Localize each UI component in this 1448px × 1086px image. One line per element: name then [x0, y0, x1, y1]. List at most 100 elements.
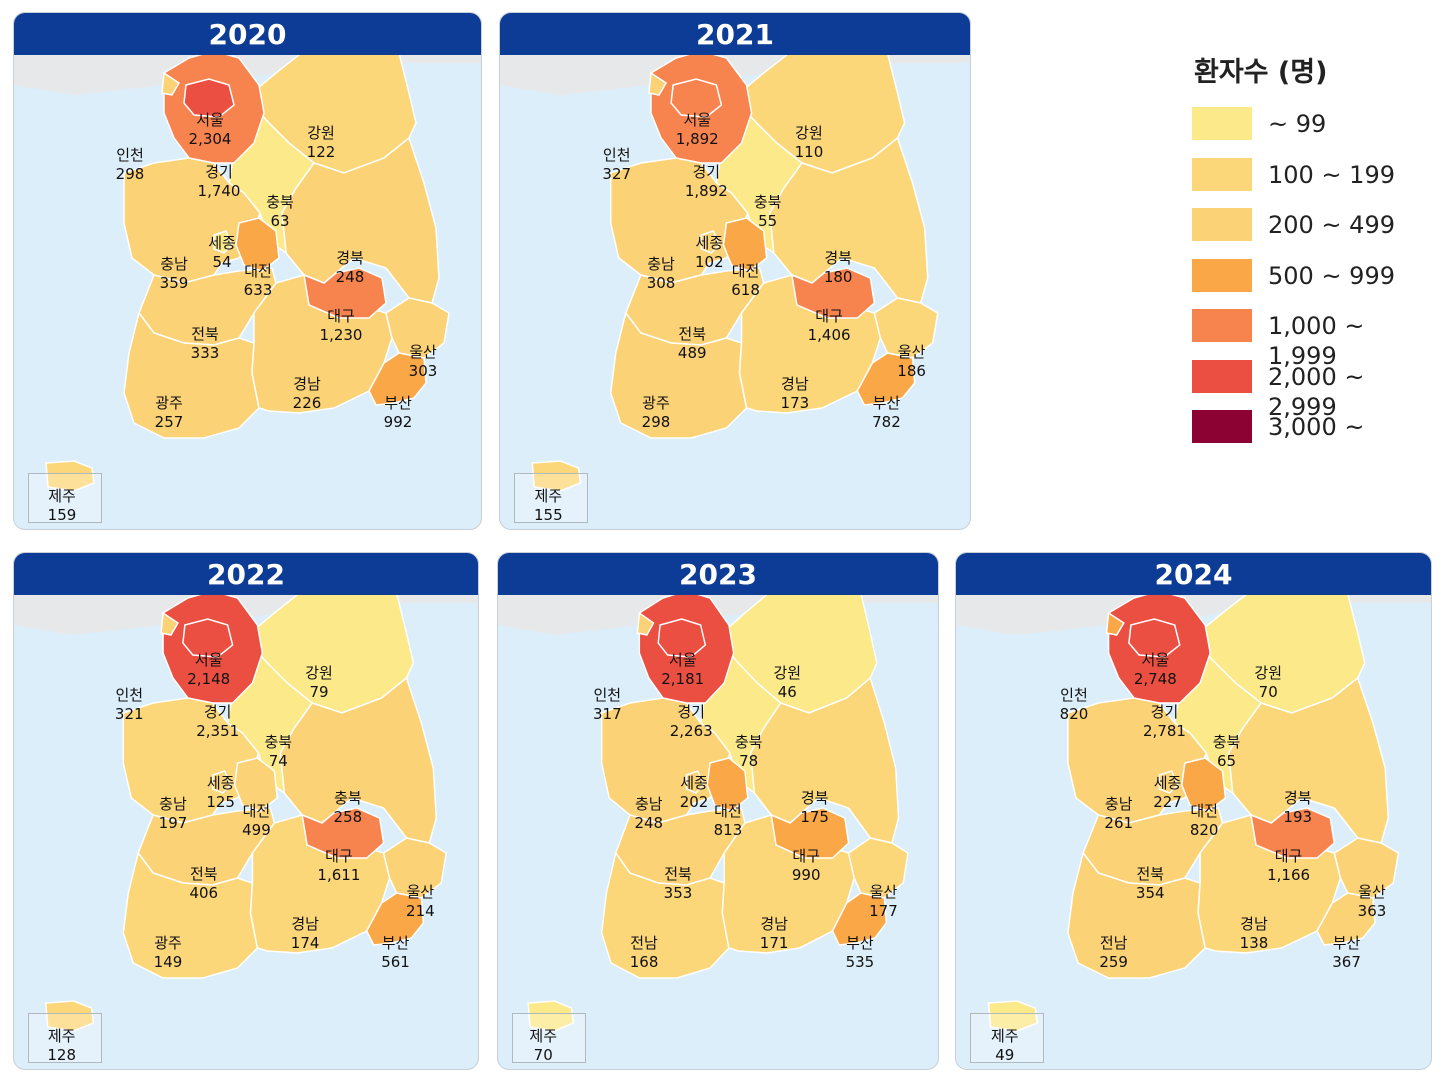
region-value: 193 — [1283, 808, 1313, 826]
region-value: 1,230 — [319, 326, 363, 344]
region-value: 180 — [823, 268, 853, 286]
region-name: 대구 — [1274, 847, 1303, 865]
legend-label: 3,000 ~ — [1268, 413, 1365, 441]
region-label-jeonbuk: 전북 353 — [664, 865, 693, 903]
korea-map — [956, 595, 1431, 1032]
region-label-sejong: 세종 202 — [680, 774, 709, 812]
region-value: 177 — [869, 902, 898, 920]
region-name: 충북 — [266, 193, 294, 211]
region-value: 248 — [335, 268, 365, 286]
region-name: 광주 — [642, 394, 670, 412]
map-year-title: 2021 — [500, 13, 970, 55]
legend-swatch — [1192, 258, 1252, 292]
region-label-gyeongbuk: 경북 248 — [336, 249, 365, 287]
region-daegu — [1249, 807, 1336, 859]
region-value: 65 — [1216, 752, 1237, 770]
region-value: 317 — [592, 705, 622, 723]
region-seoul — [657, 618, 707, 658]
legend-item: ~ 99 — [1192, 107, 1432, 158]
region-incheon — [161, 71, 181, 96]
region-name: 제주 — [47, 1027, 76, 1045]
region-name: 울산 — [869, 883, 898, 901]
region-name: 경기 — [1150, 703, 1179, 721]
region-name: 충북 — [734, 733, 763, 751]
map-year-title: 2020 — [14, 13, 481, 55]
region-name: 제주 — [991, 1027, 1019, 1045]
region-value: 1,892 — [684, 182, 728, 200]
region-label-gyeonggi: 경기 1,740 — [198, 163, 241, 201]
region-label-sejong: 세종 227 — [1153, 774, 1182, 812]
region-name: 충남 — [634, 795, 663, 813]
region-label-gyeongbuk: 경북 180 — [824, 249, 853, 287]
region-name: 서울 — [683, 111, 712, 129]
legend-swatch — [1192, 309, 1252, 342]
region-name: 전북 — [678, 325, 707, 343]
region-busan — [368, 352, 427, 406]
region-name: 제주 — [529, 1027, 558, 1045]
region-daegu — [303, 267, 387, 319]
region-name: 세종 — [208, 234, 236, 252]
region-value: 2,148 — [187, 670, 231, 688]
korea-map — [14, 55, 481, 492]
region-label-gangwon: 강원 70 — [1254, 664, 1282, 702]
region-name: 부산 — [1332, 934, 1361, 952]
region-value: 2,263 — [669, 722, 713, 740]
region-name: 경남 — [291, 915, 319, 933]
region-name: 충남 — [160, 255, 188, 273]
region-value: 1,892 — [675, 130, 719, 148]
region-value: 1,611 — [317, 866, 361, 884]
region-name: 세종 — [1153, 774, 1182, 792]
region-incheon — [1105, 611, 1125, 636]
legend-swatch — [1192, 410, 1252, 443]
region-value: 174 — [290, 934, 320, 952]
region-name: 부산 — [872, 394, 901, 412]
region-value: 367 — [1332, 953, 1361, 971]
region-value: 535 — [845, 953, 875, 971]
region-value: 308 — [646, 274, 676, 292]
region-value: 2,351 — [196, 722, 240, 740]
region-label-jeonbuk: 전북 489 — [678, 325, 707, 363]
region-value: 2,181 — [661, 670, 705, 688]
region-value: 78 — [739, 752, 759, 770]
region-name: 인천 — [116, 146, 144, 164]
region-jeju — [987, 1000, 1039, 1032]
korea-map — [14, 595, 478, 1032]
region-value: 406 — [189, 884, 219, 902]
korea-map — [498, 595, 938, 1032]
region-label-gangwon: 강원 110 — [795, 124, 824, 162]
region-value: 149 — [153, 953, 183, 971]
region-label-jeju: 제주 70 — [529, 1027, 557, 1065]
region-label-daejeon: 대전 813 — [714, 802, 743, 840]
region-value: 499 — [242, 821, 271, 839]
region-ulsan — [873, 297, 939, 359]
region-name: 경남 — [1240, 915, 1268, 933]
region-value: 2,748 — [1133, 670, 1177, 688]
region-name: 제주 — [48, 487, 76, 505]
region-name: 제주 — [534, 487, 563, 505]
region-value: 353 — [663, 884, 693, 902]
region-daejeon — [1181, 757, 1227, 812]
region-label-chungbuk: 충북 63 — [266, 193, 294, 231]
region-label-south: 광주 149 — [154, 934, 183, 972]
region-name: 대전 — [714, 802, 742, 820]
region-label-chungbuk: 충북 78 — [735, 733, 763, 771]
region-label-busan: 부산 561 — [381, 934, 410, 972]
region-value: 55 — [758, 212, 778, 230]
legend: 환자수 (명) ~ 99 100 ~ 199 200 ~ 499 500 ~ 999 1… — [1192, 50, 1432, 461]
region-daegu — [301, 807, 385, 859]
region-label-ulsan: 울산 214 — [406, 883, 435, 921]
map-year-title: 2022 — [14, 553, 478, 595]
region-seoul — [183, 78, 235, 118]
region-label-seoul: 서울 2,748 — [1134, 651, 1177, 689]
region-sejong — [700, 230, 721, 254]
region-label-incheon: 인천 298 — [116, 146, 145, 184]
region-value: 820 — [1059, 705, 1089, 723]
region-label-busan: 부산 367 — [1332, 934, 1361, 972]
region-jeju — [531, 460, 582, 492]
region-ulsan — [1333, 837, 1400, 899]
region-value: 197 — [158, 814, 188, 832]
region-label-gyeongnam: 경남 173 — [781, 375, 810, 413]
region-name: 충북 — [334, 789, 362, 807]
region-label-gyeongbuk: 충북 258 — [334, 789, 363, 827]
region-label-south: 광주 298 — [642, 394, 671, 432]
